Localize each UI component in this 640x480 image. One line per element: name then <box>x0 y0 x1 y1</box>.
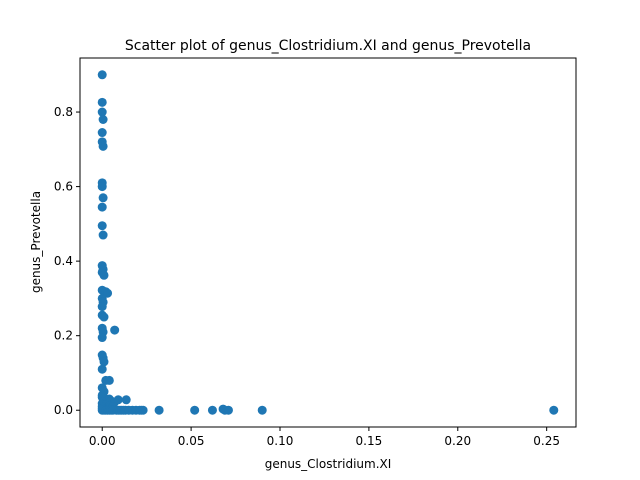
data-point <box>97 364 107 374</box>
data-point <box>97 202 107 212</box>
data-point <box>97 70 107 80</box>
x-tick-label: 0.00 <box>89 434 116 448</box>
data-point <box>138 405 148 415</box>
x-tick-label: 0.25 <box>533 434 560 448</box>
data-point <box>257 405 267 415</box>
y-tick-label: 0.6 <box>54 180 73 194</box>
data-point <box>99 312 109 322</box>
y-tick-label: 0.4 <box>54 254 73 268</box>
x-tick-label: 0.20 <box>444 434 471 448</box>
y-axis-ticks: 0.0 0.2 0.4 0.6 0.8 <box>54 105 80 417</box>
data-point <box>97 128 107 138</box>
data-point <box>207 405 217 415</box>
data-point <box>154 405 164 415</box>
data-point <box>97 333 107 343</box>
y-tick-label: 0.8 <box>54 105 73 119</box>
data-point <box>97 302 107 312</box>
data-point <box>223 405 233 415</box>
data-point <box>190 405 200 415</box>
data-point <box>113 395 123 405</box>
x-tick-label: 0.10 <box>267 434 294 448</box>
x-axis-label: genus_Clostridium.XI <box>265 457 392 471</box>
data-point <box>121 395 131 405</box>
points-layer <box>97 70 559 415</box>
data-point <box>97 107 107 117</box>
data-point <box>97 182 107 192</box>
data-point <box>98 193 108 203</box>
x-tick-label: 0.15 <box>356 434 383 448</box>
data-point <box>97 97 107 107</box>
data-point <box>110 325 120 335</box>
x-axis-ticks: 0.00 0.05 0.10 0.15 0.20 0.25 <box>89 427 560 448</box>
data-point <box>97 221 107 231</box>
plot-frame <box>79 57 577 428</box>
data-point <box>98 115 108 124</box>
y-tick-label: 0.0 <box>54 403 73 417</box>
y-axis-label: genus_Prevotella <box>29 191 43 293</box>
data-point <box>104 375 114 385</box>
x-tick-label: 0.05 <box>178 434 205 448</box>
data-point <box>99 357 109 367</box>
data-point <box>549 405 559 415</box>
data-point <box>98 230 108 240</box>
data-point <box>98 141 108 151</box>
chart-title: Scatter plot of genus_Clostridium.XI and… <box>125 38 531 54</box>
y-tick-label: 0.2 <box>54 329 73 343</box>
data-point <box>99 270 109 280</box>
